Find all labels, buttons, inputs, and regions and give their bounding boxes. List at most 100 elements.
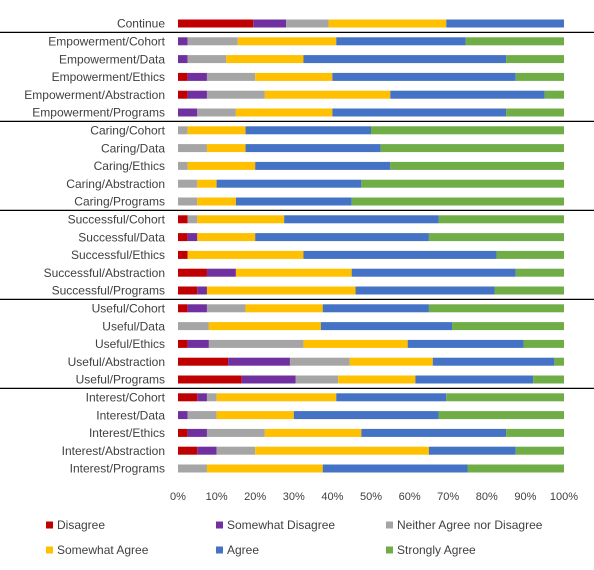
bar-disagree-interest-abstraction — [178, 446, 198, 455]
bar-neither-agree-nor-disagree-empowerment-programs — [197, 108, 236, 117]
bar-agree-useful-ethics — [407, 339, 524, 348]
bar-somewhat-disagree-useful-programs — [241, 375, 296, 384]
bar-agree-successful-cohort — [284, 215, 439, 224]
bar-neither-agree-nor-disagree-useful-ethics — [208, 339, 304, 348]
bar-somewhat-disagree-empowerment-programs — [178, 108, 198, 117]
bar-agree-useful-programs — [415, 375, 534, 384]
bar-agree-interest-abstraction — [428, 446, 516, 455]
legend-label-somewhat-agree: Somewhat Agree — [57, 543, 149, 557]
bar-somewhat-agree-caring-cohort — [187, 126, 246, 135]
bar-somewhat-disagree-interest-cohort — [197, 393, 207, 402]
bar-neither-agree-nor-disagree-successful-cohort — [187, 215, 198, 224]
category-label: Caring/Abstraction — [66, 177, 165, 191]
bar-somewhat-disagree-continue — [253, 19, 287, 28]
bar-somewhat-agree-successful-cohort — [197, 215, 285, 224]
x-tick-label: 90% — [514, 491, 536, 503]
bar-disagree-useful-programs — [178, 375, 242, 384]
legend: Disagree Somewhat Disagree Neither Agree n… — [46, 518, 543, 557]
bar-disagree-empowerment-ethics — [178, 72, 188, 81]
bar-strongly-agree-empowerment-programs — [506, 108, 564, 117]
category-label: Successful/Ethics — [71, 248, 165, 262]
legend-swatch-somewhat-agree — [46, 546, 53, 554]
bar-somewhat-agree-interest-ethics — [264, 428, 362, 437]
bar-somewhat-agree-caring-data — [206, 144, 246, 153]
bar-neither-agree-nor-disagree-caring-data — [178, 144, 207, 153]
legend-label-neither-agree-nor-disagree: Neither Agree nor Disagree — [397, 518, 543, 532]
bar-strongly-agree-successful-ethics — [496, 250, 564, 259]
bar-disagree-interest-ethics — [178, 428, 188, 437]
bar-somewhat-agree-interest-abstraction — [255, 446, 429, 455]
bar-strongly-agree-useful-ethics — [523, 339, 564, 348]
legend-swatch-agree — [216, 546, 223, 554]
category-label: Interest/Programs — [70, 462, 165, 476]
bar-neither-agree-nor-disagree-useful-cohort — [206, 304, 246, 313]
bar-somewhat-agree-useful-ethics — [303, 339, 408, 348]
bar-strongly-agree-caring-data — [380, 144, 564, 153]
bar-neither-agree-nor-disagree-caring-cohort — [178, 126, 188, 135]
legend-swatch-neither-agree-nor-disagree — [386, 521, 393, 529]
bar-agree-caring-abstraction — [216, 179, 362, 188]
bar-neither-agree-nor-disagree-interest-cohort — [206, 393, 217, 402]
bar-agree-successful-data — [255, 233, 429, 242]
category-label: Caring/Ethics — [94, 159, 165, 173]
bar-neither-agree-nor-disagree-useful-programs — [295, 375, 339, 384]
bar-somewhat-agree-caring-abstraction — [197, 179, 217, 188]
category-label: Interest/Data — [96, 408, 165, 422]
legend-label-strongly-agree: Strongly Agree — [397, 543, 476, 557]
bar-somewhat-disagree-empowerment-ethics — [187, 72, 207, 81]
bar-neither-agree-nor-disagree-caring-programs — [178, 197, 198, 206]
bar-somewhat-agree-empowerment-abstraction — [264, 90, 391, 99]
bar-somewhat-disagree-useful-cohort — [187, 304, 207, 313]
bar-strongly-agree-empowerment-abstraction — [544, 90, 564, 99]
bar-strongly-agree-interest-programs — [467, 464, 564, 473]
category-label: Caring/Data — [101, 141, 165, 155]
bar-agree-empowerment-ethics — [332, 72, 516, 81]
bar-strongly-agree-empowerment-data — [506, 55, 564, 64]
category-label: Empowerment/Data — [59, 52, 165, 66]
bar-agree-interest-programs — [322, 464, 468, 473]
bar-neither-agree-nor-disagree-interest-programs — [178, 464, 207, 473]
bar-agree-useful-cohort — [322, 304, 429, 313]
category-label: Successful/Abstraction — [44, 266, 165, 280]
bar-agree-caring-ethics — [255, 161, 391, 170]
category-label: Useful/Ethics — [95, 337, 165, 351]
bar-agree-empowerment-data — [303, 55, 507, 64]
bar-disagree-useful-ethics — [178, 339, 188, 348]
category-label: Continue — [117, 17, 165, 31]
x-tick-label: 10% — [206, 491, 228, 503]
bar-strongly-agree-empowerment-cohort — [465, 37, 564, 46]
bar-somewhat-disagree-interest-abstraction — [197, 446, 217, 455]
bar-strongly-agree-useful-abstraction — [554, 357, 564, 366]
bar-strongly-agree-successful-programs — [494, 286, 564, 295]
bar-disagree-empowerment-abstraction — [178, 90, 188, 99]
bar-agree-empowerment-abstraction — [390, 90, 545, 99]
category-label: Empowerment/Abstraction — [24, 88, 165, 102]
bar-neither-agree-nor-disagree-interest-data — [187, 411, 217, 420]
category-label: Useful/Programs — [76, 373, 165, 387]
bar-disagree-successful-cohort — [178, 215, 188, 224]
bar-somewhat-agree-interest-programs — [206, 464, 323, 473]
bar-neither-agree-nor-disagree-caring-abstraction — [178, 179, 198, 188]
bar-neither-agree-nor-disagree-empowerment-ethics — [206, 72, 256, 81]
bar-somewhat-agree-useful-data — [208, 322, 321, 331]
bar-disagree-successful-abstraction — [178, 268, 207, 277]
bar-somewhat-disagree-successful-data — [187, 233, 198, 242]
legend-swatch-disagree — [46, 521, 53, 529]
category-label: Successful/Cohort — [68, 213, 166, 227]
bar-neither-agree-nor-disagree-empowerment-cohort — [187, 37, 238, 46]
category-label: Successful/Programs — [52, 284, 165, 298]
bar-neither-agree-nor-disagree-useful-abstraction — [289, 357, 350, 366]
bar-somewhat-disagree-successful-abstraction — [206, 268, 236, 277]
bar-neither-agree-nor-disagree-empowerment-abstraction — [206, 90, 265, 99]
bar-segments — [178, 19, 564, 473]
bar-agree-caring-cohort — [245, 126, 371, 135]
bar-somewhat-agree-useful-cohort — [245, 304, 323, 313]
bar-neither-agree-nor-disagree-caring-ethics — [178, 161, 188, 170]
category-label: Interest/Abstraction — [62, 444, 165, 458]
x-tick-label: 20% — [244, 491, 266, 503]
bar-somewhat-agree-interest-cohort — [216, 393, 337, 402]
bar-strongly-agree-successful-cohort — [438, 215, 564, 224]
bar-strongly-agree-useful-programs — [533, 375, 564, 384]
x-tick-label: 80% — [476, 491, 498, 503]
